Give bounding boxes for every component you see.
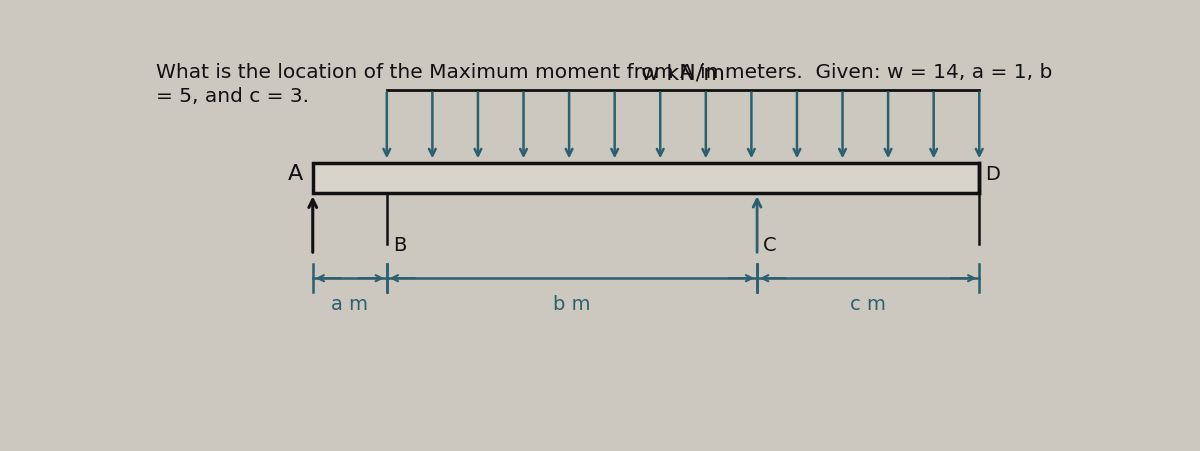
- Text: A: A: [288, 164, 304, 184]
- Text: b m: b m: [553, 295, 590, 314]
- Text: c m: c m: [851, 295, 886, 314]
- Text: a m: a m: [331, 295, 368, 314]
- Text: w kN/m: w kN/m: [641, 64, 725, 83]
- Text: What is the location of the Maximum moment from A in meters.  Given: w = 14, a =: What is the location of the Maximum mome…: [156, 63, 1052, 82]
- Text: = 5, and c = 3.: = 5, and c = 3.: [156, 87, 310, 106]
- Bar: [313, 163, 979, 193]
- Text: D: D: [985, 165, 1001, 184]
- Text: C: C: [763, 236, 776, 255]
- Text: B: B: [394, 236, 407, 255]
